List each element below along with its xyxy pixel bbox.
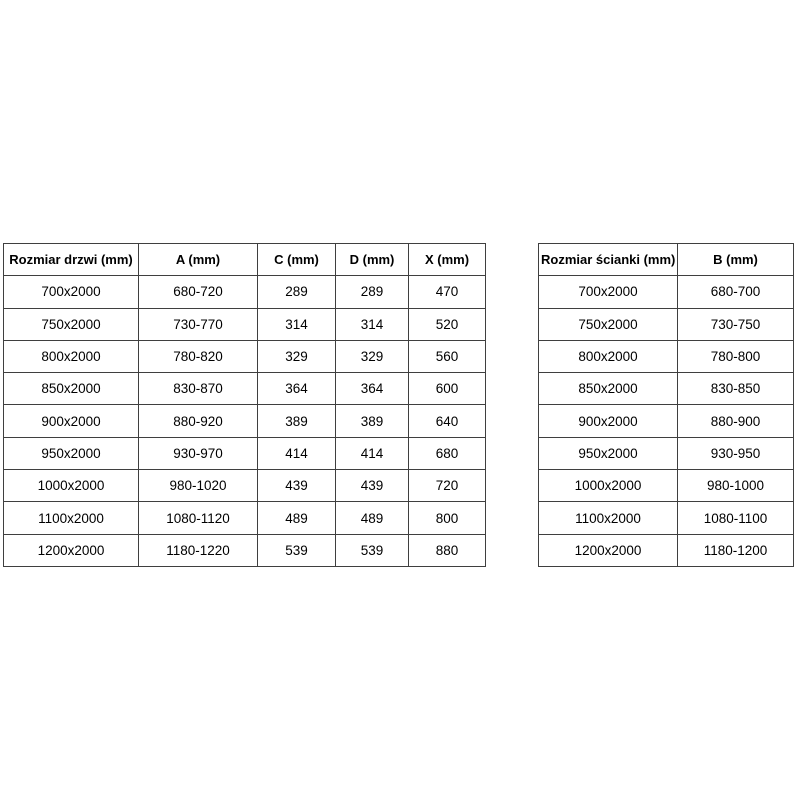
table-cell: 1180-1220 — [138, 533, 258, 567]
table-row: 700x2000 680-700 — [538, 275, 794, 309]
column-header: X (mm) — [408, 242, 486, 277]
table-cell: 720 — [408, 469, 486, 503]
table-cell: 414 — [335, 436, 409, 471]
table-cell: 680 — [408, 436, 486, 471]
table-cell: 880-920 — [138, 404, 258, 438]
table-cell: 980-1000 — [677, 469, 794, 503]
table-row: 1200x2000 1180-1200 — [538, 533, 794, 567]
table-row: 950x2000 930-970 414 414 680 — [3, 436, 486, 471]
table-cell: 750x2000 — [538, 307, 678, 341]
column-header: Rozmiar drzwi (mm) — [3, 242, 139, 277]
header-row: Rozmiar drzwi (mm) A (mm) C (mm) D (mm) X (m… — [3, 242, 486, 277]
table-cell: 600 — [408, 372, 486, 406]
table-cell: 539 — [335, 533, 409, 567]
table-cell: 439 — [335, 469, 409, 503]
table-cell: 329 — [335, 339, 409, 374]
walls-table-body: 700x2000 680-700 750x2000 730-750 800x2000 78… — [538, 275, 794, 567]
table-cell: 389 — [257, 404, 336, 438]
table-cell: 1180-1200 — [677, 533, 794, 567]
table-row: 750x2000 730-750 — [538, 307, 794, 341]
table-cell: 539 — [257, 533, 336, 567]
table-cell: 489 — [335, 501, 409, 535]
table-cell: 1080-1120 — [138, 501, 258, 535]
table-cell: 750x2000 — [3, 307, 139, 341]
table-cell: 560 — [408, 339, 486, 374]
walls-table-header: Rozmiar ścianki (mm) B (mm) — [538, 242, 794, 277]
table-cell: 470 — [408, 275, 486, 309]
table-cell: 1000x2000 — [3, 469, 139, 503]
table-row: 900x2000 880-920 389 389 640 — [3, 404, 486, 438]
table-cell: 850x2000 — [3, 372, 139, 406]
table-row: 850x2000 830-850 — [538, 372, 794, 406]
table-cell: 489 — [257, 501, 336, 535]
header-row: Rozmiar ścianki (mm) B (mm) — [538, 242, 794, 277]
table-cell: 700x2000 — [3, 275, 139, 309]
table-cell: 1100x2000 — [538, 501, 678, 535]
table-cell: 314 — [335, 307, 409, 341]
table-cell: 640 — [408, 404, 486, 438]
table-cell: 900x2000 — [538, 404, 678, 438]
table-cell: 520 — [408, 307, 486, 341]
table-cell: 800x2000 — [3, 339, 139, 374]
table-cell: 930-970 — [138, 436, 258, 471]
walls-spec-table: Rozmiar ścianki (mm) B (mm) 700x2000 680-7… — [538, 242, 794, 567]
column-header: A (mm) — [138, 242, 258, 277]
table-cell: 930-950 — [677, 436, 794, 471]
table-cell: 800 — [408, 501, 486, 535]
column-header: B (mm) — [677, 242, 794, 277]
table-row: 950x2000 930-950 — [538, 436, 794, 471]
table-row: 1000x2000 980-1000 — [538, 469, 794, 503]
table-cell: 830-850 — [677, 372, 794, 406]
table-cell: 1100x2000 — [3, 501, 139, 535]
table-cell: 1200x2000 — [3, 533, 139, 567]
doors-table-body: 700x2000 680-720 289 289 470 750x2000 730-770 3… — [3, 275, 486, 567]
table-cell: 289 — [257, 275, 336, 309]
table-cell: 364 — [335, 372, 409, 406]
table-cell: 329 — [257, 339, 336, 374]
table-cell: 1200x2000 — [538, 533, 678, 567]
table-cell: 1000x2000 — [538, 469, 678, 503]
table-cell: 800x2000 — [538, 339, 678, 374]
table-cell: 730-750 — [677, 307, 794, 341]
table-cell: 289 — [335, 275, 409, 309]
table-row: 1100x2000 1080-1120 489 489 800 — [3, 501, 486, 535]
table-cell: 680-700 — [677, 275, 794, 309]
table-cell: 950x2000 — [538, 436, 678, 471]
table-row: 1000x2000 980-1020 439 439 720 — [3, 469, 486, 503]
table-cell: 680-720 — [138, 275, 258, 309]
table-cell: 980-1020 — [138, 469, 258, 503]
table-row: 800x2000 780-800 — [538, 339, 794, 374]
table-row: 1100x2000 1080-1100 — [538, 501, 794, 535]
table-cell: 414 — [257, 436, 336, 471]
table-row: 850x2000 830-870 364 364 600 — [3, 372, 486, 406]
table-cell: 850x2000 — [538, 372, 678, 406]
table-cell: 1080-1100 — [677, 501, 794, 535]
table-cell: 880-900 — [677, 404, 794, 438]
doors-spec-table: Rozmiar drzwi (mm) A (mm) C (mm) D (mm) X (m… — [3, 242, 486, 567]
column-header: D (mm) — [335, 242, 409, 277]
table-row: 750x2000 730-770 314 314 520 — [3, 307, 486, 341]
table-cell: 730-770 — [138, 307, 258, 341]
column-header: Rozmiar ścianki (mm) — [538, 242, 678, 277]
table-row: 1200x2000 1180-1220 539 539 880 — [3, 533, 486, 567]
table-row: 800x2000 780-820 329 329 560 — [3, 339, 486, 374]
table-cell: 780-800 — [677, 339, 794, 374]
table-cell: 780-820 — [138, 339, 258, 374]
table-row: 900x2000 880-900 — [538, 404, 794, 438]
doors-table-header: Rozmiar drzwi (mm) A (mm) C (mm) D (mm) X (m… — [3, 242, 486, 277]
table-cell: 314 — [257, 307, 336, 341]
table-cell: 950x2000 — [3, 436, 139, 471]
table-cell: 364 — [257, 372, 336, 406]
table-cell: 700x2000 — [538, 275, 678, 309]
table-cell: 389 — [335, 404, 409, 438]
table-cell: 439 — [257, 469, 336, 503]
table-row: 700x2000 680-720 289 289 470 — [3, 275, 486, 309]
table-cell: 830-870 — [138, 372, 258, 406]
column-header: C (mm) — [257, 242, 336, 277]
table-cell: 880 — [408, 533, 486, 567]
table-cell: 900x2000 — [3, 404, 139, 438]
